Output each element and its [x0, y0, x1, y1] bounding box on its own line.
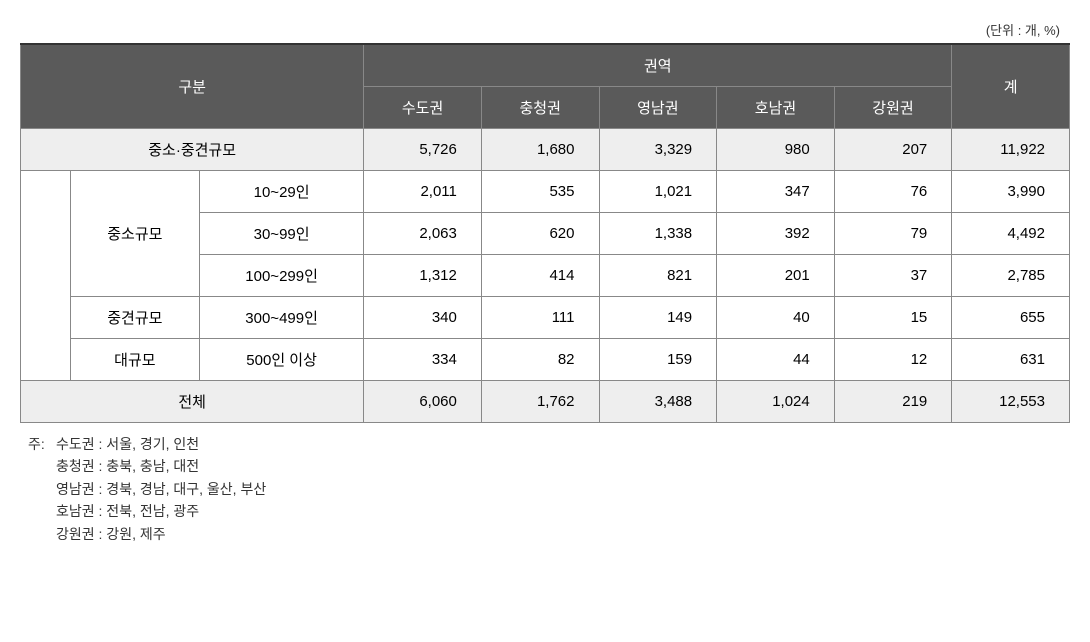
note-spacer: [28, 500, 56, 522]
cell: 12,553: [952, 381, 1070, 423]
cell: 620: [481, 213, 599, 255]
cell: 2,011: [364, 171, 482, 213]
note-spacer: [28, 455, 56, 477]
cell: 12: [834, 339, 952, 381]
indent-spacer: [21, 171, 71, 381]
cell: 1,312: [364, 255, 482, 297]
header-region-1: 충청권: [481, 87, 599, 129]
cell: 111: [481, 297, 599, 339]
header-region-0: 수도권: [364, 87, 482, 129]
note-prefix: 주:: [28, 433, 56, 455]
cell: 1,021: [599, 171, 717, 213]
note-text: 호남권 : 전북, 전남, 광주: [56, 500, 199, 522]
cell: 3,329: [599, 129, 717, 171]
note-text: 강원권 : 강원, 제주: [56, 523, 166, 545]
cell: 207: [834, 129, 952, 171]
cell: 1,338: [599, 213, 717, 255]
note-spacer: [28, 478, 56, 500]
footnotes: 주: 수도권 : 서울, 경기, 인천 충청권 : 충북, 충남, 대전 영남권…: [20, 433, 1070, 545]
table-row: 중소·중견규모 5,726 1,680 3,329 980 207 11,922: [21, 129, 1070, 171]
table-row-total: 전체 6,060 1,762 3,488 1,024 219 12,553: [21, 381, 1070, 423]
header-total: 계: [952, 44, 1070, 129]
group-label: 중견규모: [70, 297, 199, 339]
cell: 334: [364, 339, 482, 381]
cell: 1,024: [717, 381, 835, 423]
note-spacer: [28, 523, 56, 545]
cell: 40: [717, 297, 835, 339]
row-label: 중소·중견규모: [21, 129, 364, 171]
row-label: 30~99인: [199, 213, 363, 255]
cell: 980: [717, 129, 835, 171]
header-category: 구분: [21, 44, 364, 129]
cell: 37: [834, 255, 952, 297]
table-row: 중소규모 10~29인 2,011 535 1,021 347 76 3,990: [21, 171, 1070, 213]
cell: 5,726: [364, 129, 482, 171]
cell: 3,990: [952, 171, 1070, 213]
note-text: 충청권 : 충북, 충남, 대전: [56, 455, 199, 477]
cell: 6,060: [364, 381, 482, 423]
cell: 76: [834, 171, 952, 213]
group-label: 중소규모: [70, 171, 199, 297]
data-table: 구분 권역 계 수도권 충청권 영남권 호남권 강원권 중소·중견규모 5,72…: [20, 43, 1070, 423]
row-label: 500인 이상: [199, 339, 363, 381]
table-row: 중견규모 300~499인 340 111 149 40 15 655: [21, 297, 1070, 339]
header-region: 권역: [364, 44, 952, 87]
cell: 44: [717, 339, 835, 381]
note-text: 수도권 : 서울, 경기, 인천: [56, 433, 199, 455]
cell: 631: [952, 339, 1070, 381]
cell: 159: [599, 339, 717, 381]
row-label: 100~299인: [199, 255, 363, 297]
cell: 201: [717, 255, 835, 297]
cell: 347: [717, 171, 835, 213]
cell: 11,922: [952, 129, 1070, 171]
cell: 219: [834, 381, 952, 423]
cell: 414: [481, 255, 599, 297]
cell: 15: [834, 297, 952, 339]
group-label: 대규모: [70, 339, 199, 381]
cell: 1,680: [481, 129, 599, 171]
cell: 655: [952, 297, 1070, 339]
note-text: 영남권 : 경북, 경남, 대구, 울산, 부산: [56, 478, 266, 500]
row-label: 300~499인: [199, 297, 363, 339]
cell: 392: [717, 213, 835, 255]
cell: 821: [599, 255, 717, 297]
cell: 535: [481, 171, 599, 213]
header-region-2: 영남권: [599, 87, 717, 129]
cell: 79: [834, 213, 952, 255]
table-row: 대규모 500인 이상 334 82 159 44 12 631: [21, 339, 1070, 381]
row-label: 전체: [21, 381, 364, 423]
cell: 1,762: [481, 381, 599, 423]
cell: 2,063: [364, 213, 482, 255]
cell: 2,785: [952, 255, 1070, 297]
cell: 3,488: [599, 381, 717, 423]
header-region-4: 강원권: [834, 87, 952, 129]
cell: 149: [599, 297, 717, 339]
cell: 4,492: [952, 213, 1070, 255]
cell: 82: [481, 339, 599, 381]
cell: 340: [364, 297, 482, 339]
unit-label: (단위 : 개, %): [20, 20, 1070, 39]
header-region-3: 호남권: [717, 87, 835, 129]
row-label: 10~29인: [199, 171, 363, 213]
